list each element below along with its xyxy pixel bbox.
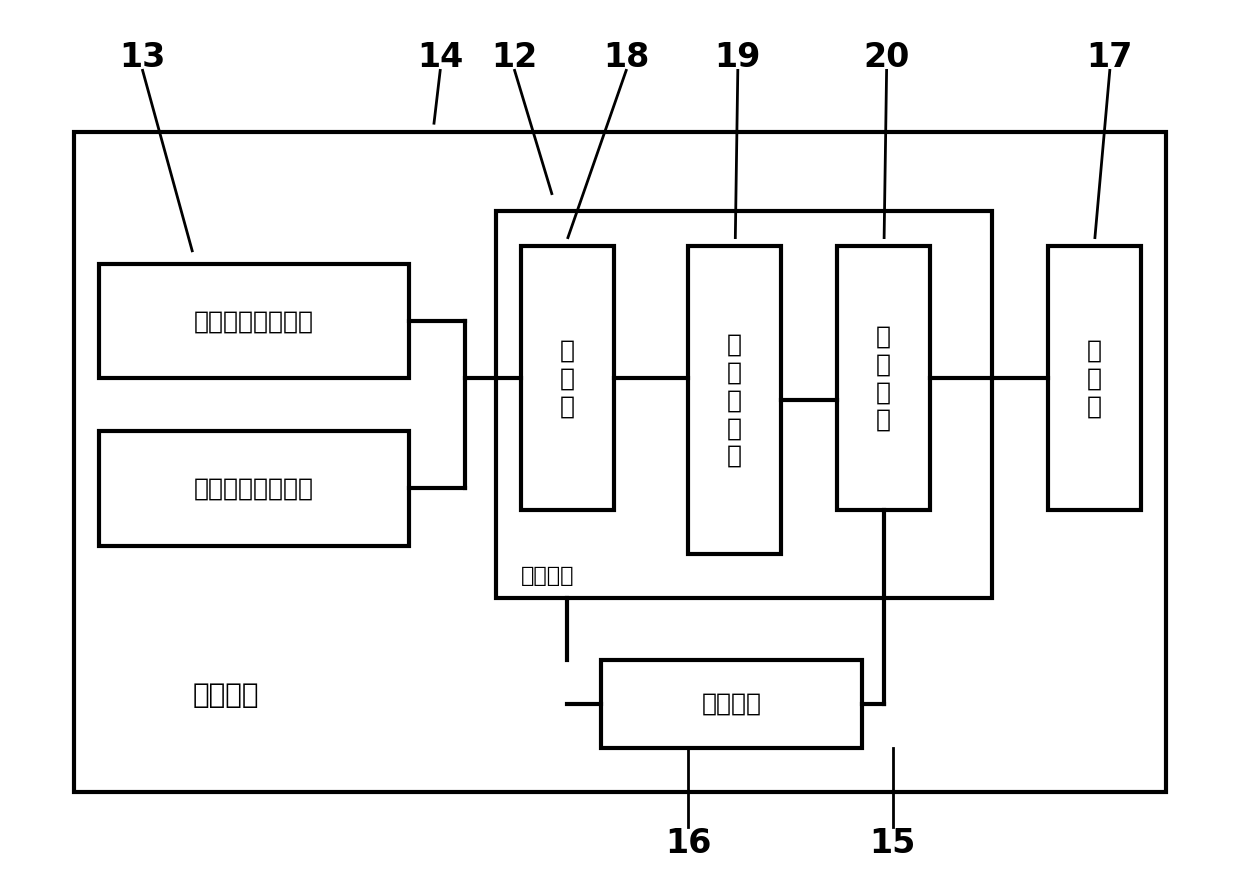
Text: 分
压
保
护
器: 分 压 保 护 器	[727, 333, 743, 468]
Text: 输
出
端: 输 出 端	[1086, 339, 1102, 418]
Text: 14: 14	[417, 40, 464, 74]
Bar	[74, 132, 1166, 792]
Text: 12: 12	[491, 40, 538, 74]
Bar	[99, 264, 409, 378]
Bar	[688, 246, 781, 554]
Text: 13: 13	[119, 40, 166, 74]
Text: 隔离式电流传感器: 隔离式电流传感器	[195, 309, 314, 334]
Text: 17: 17	[1086, 40, 1133, 74]
Bar	[99, 431, 409, 546]
Text: 保护模块: 保护模块	[521, 567, 574, 586]
Bar	[601, 660, 862, 748]
Bar	[496, 211, 992, 598]
Text: 输
入
端: 输 入 端	[559, 339, 575, 418]
Text: 18: 18	[603, 40, 650, 74]
Text: 隔离式电压传感器: 隔离式电压传感器	[195, 476, 314, 501]
Text: 16: 16	[665, 826, 712, 860]
Text: 检测装置: 检测装置	[192, 681, 259, 709]
Text: 15: 15	[869, 826, 916, 860]
Text: 转
换
单
元: 转 换 单 元	[875, 325, 892, 432]
Text: 20: 20	[863, 40, 910, 74]
Bar	[1048, 246, 1141, 510]
Bar	[521, 246, 614, 510]
Bar	[837, 246, 930, 510]
Text: 19: 19	[714, 40, 761, 74]
Text: 自检单元: 自检单元	[702, 692, 761, 716]
